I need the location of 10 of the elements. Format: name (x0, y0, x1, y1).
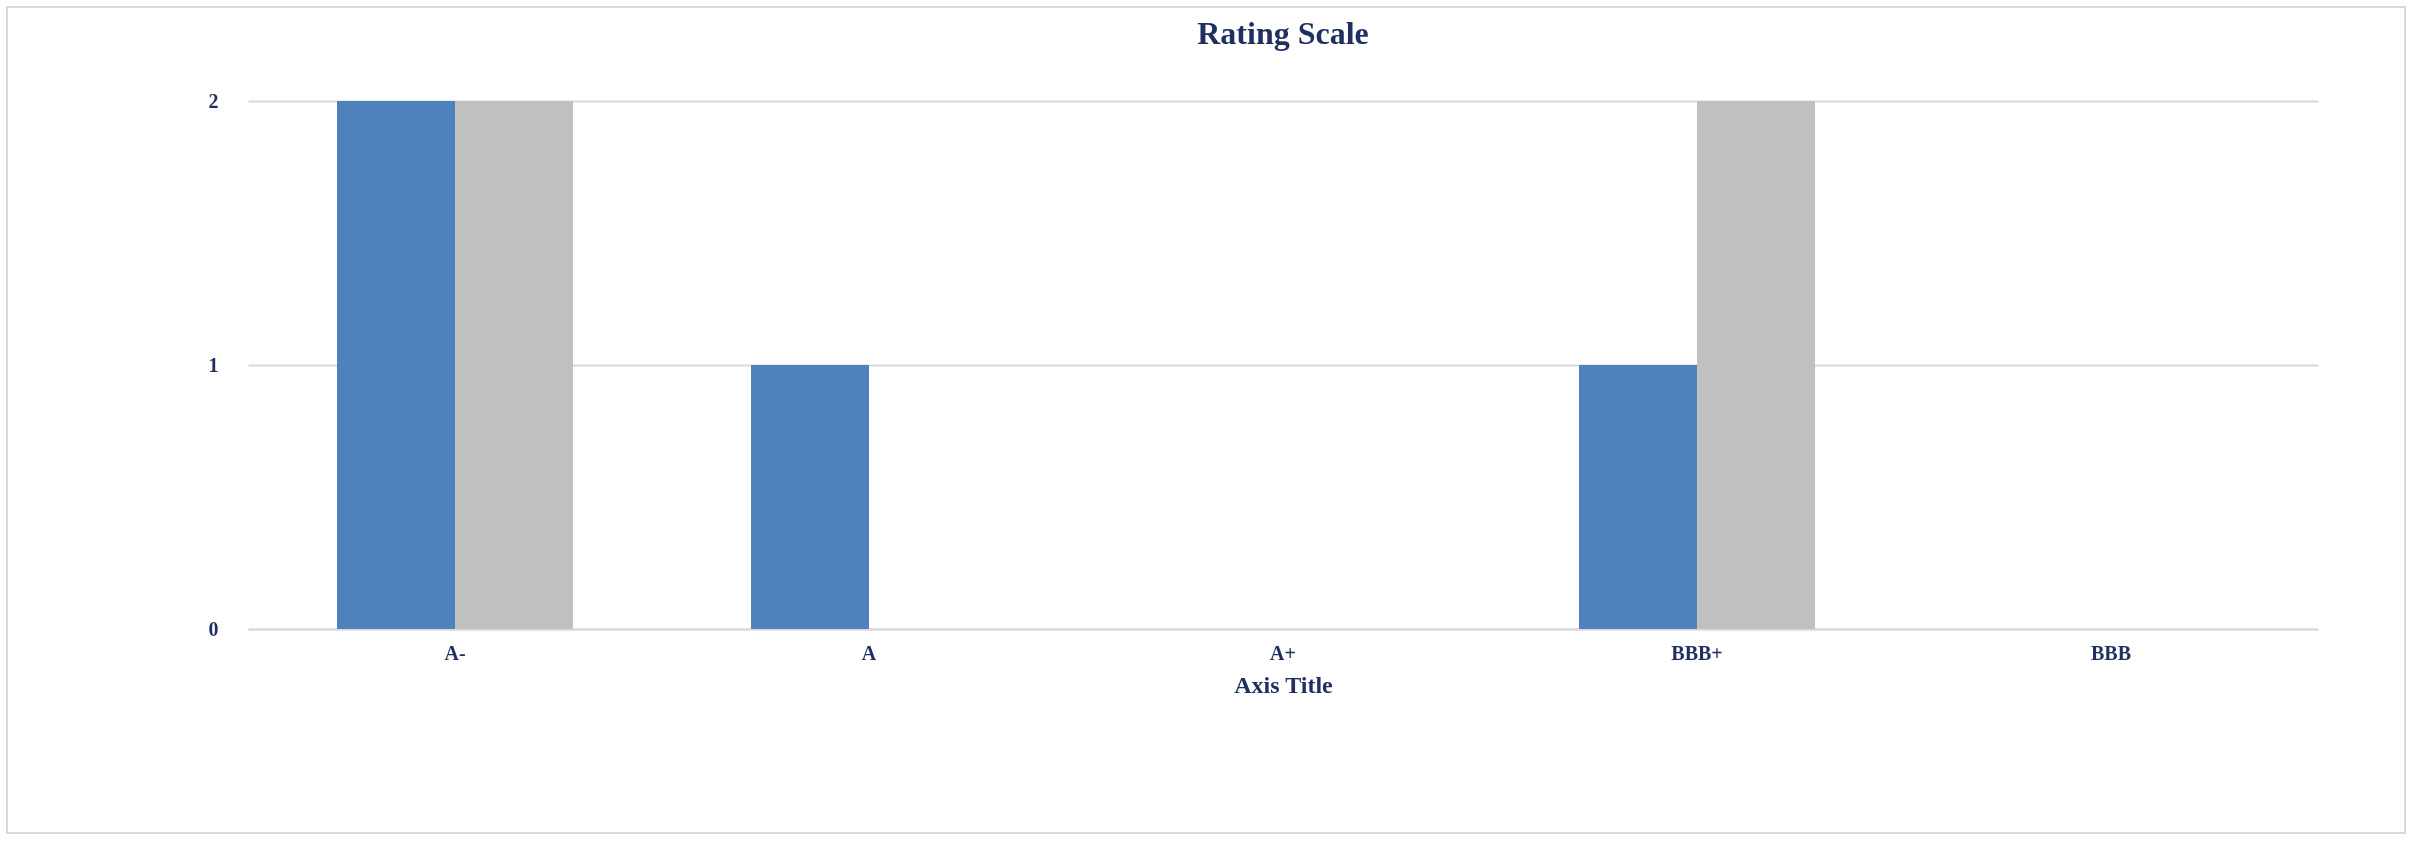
x-axis-title: Axis Title (1234, 671, 1334, 698)
x-tick-label: A+ (1270, 641, 1296, 664)
x-tick-label: A (861, 641, 877, 664)
y-tick-label: 0 (208, 617, 219, 640)
x-tick-label: BBB (2090, 641, 2132, 664)
chart-title: Rating Scale (1197, 15, 1369, 51)
x-tick-label: A- (444, 641, 466, 664)
x-tick-label: BBB+ (1671, 641, 1723, 664)
y-tick-label: 1 (208, 353, 219, 376)
y-tick-label: 2 (208, 89, 219, 112)
